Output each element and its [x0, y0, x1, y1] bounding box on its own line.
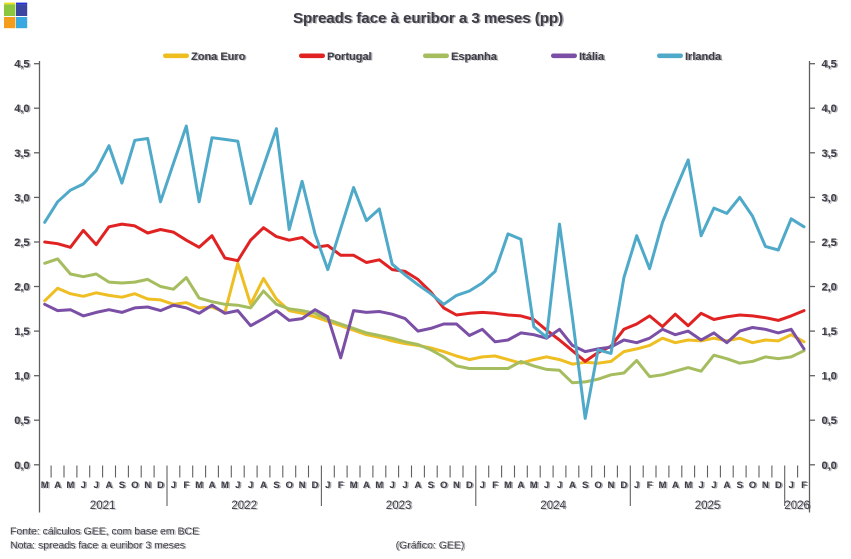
svg-text:2026: 2026: [784, 500, 810, 512]
svg-text:3,5: 3,5: [822, 148, 837, 160]
svg-text:S: S: [582, 480, 589, 491]
svg-text:2023: 2023: [386, 500, 412, 512]
svg-text:J: J: [235, 480, 240, 491]
svg-text:D: D: [466, 480, 473, 491]
svg-text:D: D: [157, 480, 164, 491]
svg-text:N: N: [453, 480, 460, 491]
svg-text:F: F: [801, 480, 807, 491]
svg-text:O: O: [440, 480, 448, 491]
svg-text:J: J: [634, 480, 639, 491]
svg-text:A: A: [414, 480, 421, 491]
svg-text:M: M: [195, 480, 203, 491]
svg-text:M: M: [350, 480, 358, 491]
svg-text:S: S: [119, 480, 126, 491]
svg-text:S: S: [273, 480, 280, 491]
svg-text:D: D: [775, 480, 782, 491]
svg-text:J: J: [698, 480, 703, 491]
svg-text:2,0: 2,0: [14, 282, 29, 294]
svg-text:2,5: 2,5: [822, 237, 837, 249]
svg-text:0,0: 0,0: [14, 460, 29, 472]
svg-text:A: A: [517, 480, 524, 491]
svg-text:J: J: [81, 480, 86, 491]
svg-text:F: F: [647, 480, 653, 491]
svg-text:F: F: [338, 480, 344, 491]
svg-text:M: M: [375, 480, 383, 491]
svg-text:A: A: [106, 480, 113, 491]
svg-text:J: J: [94, 480, 99, 491]
svg-text:J: J: [789, 480, 794, 491]
svg-text:S: S: [428, 480, 435, 491]
svg-text:2021: 2021: [90, 500, 116, 512]
svg-text:J: J: [325, 480, 330, 491]
svg-text:A: A: [672, 480, 679, 491]
svg-text:D: D: [620, 480, 627, 491]
svg-text:A: A: [569, 480, 576, 491]
svg-text:2025: 2025: [695, 500, 721, 512]
svg-text:J: J: [390, 480, 395, 491]
svg-text:1,0: 1,0: [822, 371, 837, 383]
svg-text:F: F: [183, 480, 189, 491]
svg-text:3,5: 3,5: [14, 148, 29, 160]
svg-text:N: N: [144, 480, 151, 491]
svg-text:Portugal: Portugal: [327, 51, 372, 63]
svg-text:Nota: spreads face a euribor 3: Nota: spreads face a euribor 3 meses: [10, 540, 185, 552]
svg-text:A: A: [363, 480, 370, 491]
svg-text:J: J: [544, 480, 549, 491]
svg-text:4,5: 4,5: [14, 59, 29, 71]
svg-text:1,5: 1,5: [14, 326, 29, 338]
svg-text:O: O: [285, 480, 293, 491]
svg-text:0,5: 0,5: [14, 415, 29, 427]
svg-text:O: O: [594, 480, 602, 491]
svg-text:S: S: [736, 480, 743, 491]
svg-text:J: J: [402, 480, 407, 491]
svg-text:3,0: 3,0: [822, 192, 837, 204]
svg-text:4,0: 4,0: [822, 103, 837, 115]
svg-text:Spreads face à euribor a 3 mes: Spreads face à euribor a 3 meses (pp): [293, 10, 563, 27]
svg-text:Fonte: cálculos GEE, com base: Fonte: cálculos GEE, com base em BCE: [10, 526, 199, 538]
svg-text:A: A: [723, 480, 730, 491]
svg-text:2,0: 2,0: [822, 282, 837, 294]
svg-text:M: M: [684, 480, 692, 491]
svg-text:N: N: [762, 480, 769, 491]
svg-text:3,0: 3,0: [14, 192, 29, 204]
svg-text:J: J: [711, 480, 716, 491]
svg-text:F: F: [492, 480, 498, 491]
svg-text:A: A: [209, 480, 216, 491]
svg-text:O: O: [131, 480, 139, 491]
svg-text:1,5: 1,5: [822, 326, 837, 338]
svg-text:N: N: [608, 480, 615, 491]
svg-text:M: M: [504, 480, 512, 491]
svg-text:4,5: 4,5: [822, 59, 837, 71]
svg-text:0,0: 0,0: [822, 460, 837, 472]
svg-text:A: A: [54, 480, 61, 491]
svg-text:J: J: [557, 480, 562, 491]
svg-text:N: N: [299, 480, 306, 491]
svg-text:M: M: [66, 480, 74, 491]
svg-text:0,5: 0,5: [822, 415, 837, 427]
svg-text:J: J: [248, 480, 253, 491]
svg-text:2024: 2024: [540, 500, 566, 512]
svg-text:Espanha: Espanha: [451, 51, 498, 63]
svg-text:D: D: [312, 480, 319, 491]
svg-text:2022: 2022: [231, 500, 257, 512]
svg-text:J: J: [480, 480, 485, 491]
svg-text:M: M: [530, 480, 538, 491]
svg-text:M: M: [659, 480, 667, 491]
svg-text:J: J: [171, 480, 176, 491]
svg-text:2,5: 2,5: [14, 237, 29, 249]
svg-text:O: O: [749, 480, 757, 491]
svg-text:1,0: 1,0: [14, 371, 29, 383]
svg-text:A: A: [260, 480, 267, 491]
svg-text:Zona Euro: Zona Euro: [191, 51, 246, 63]
svg-text:Irlanda: Irlanda: [685, 51, 722, 63]
svg-text:M: M: [41, 480, 49, 491]
svg-text:Itália: Itália: [579, 51, 605, 63]
svg-text:M: M: [221, 480, 229, 491]
svg-text:(Gráfico: GEE): (Gráfico: GEE): [396, 540, 465, 552]
svg-text:4,0: 4,0: [14, 103, 29, 115]
